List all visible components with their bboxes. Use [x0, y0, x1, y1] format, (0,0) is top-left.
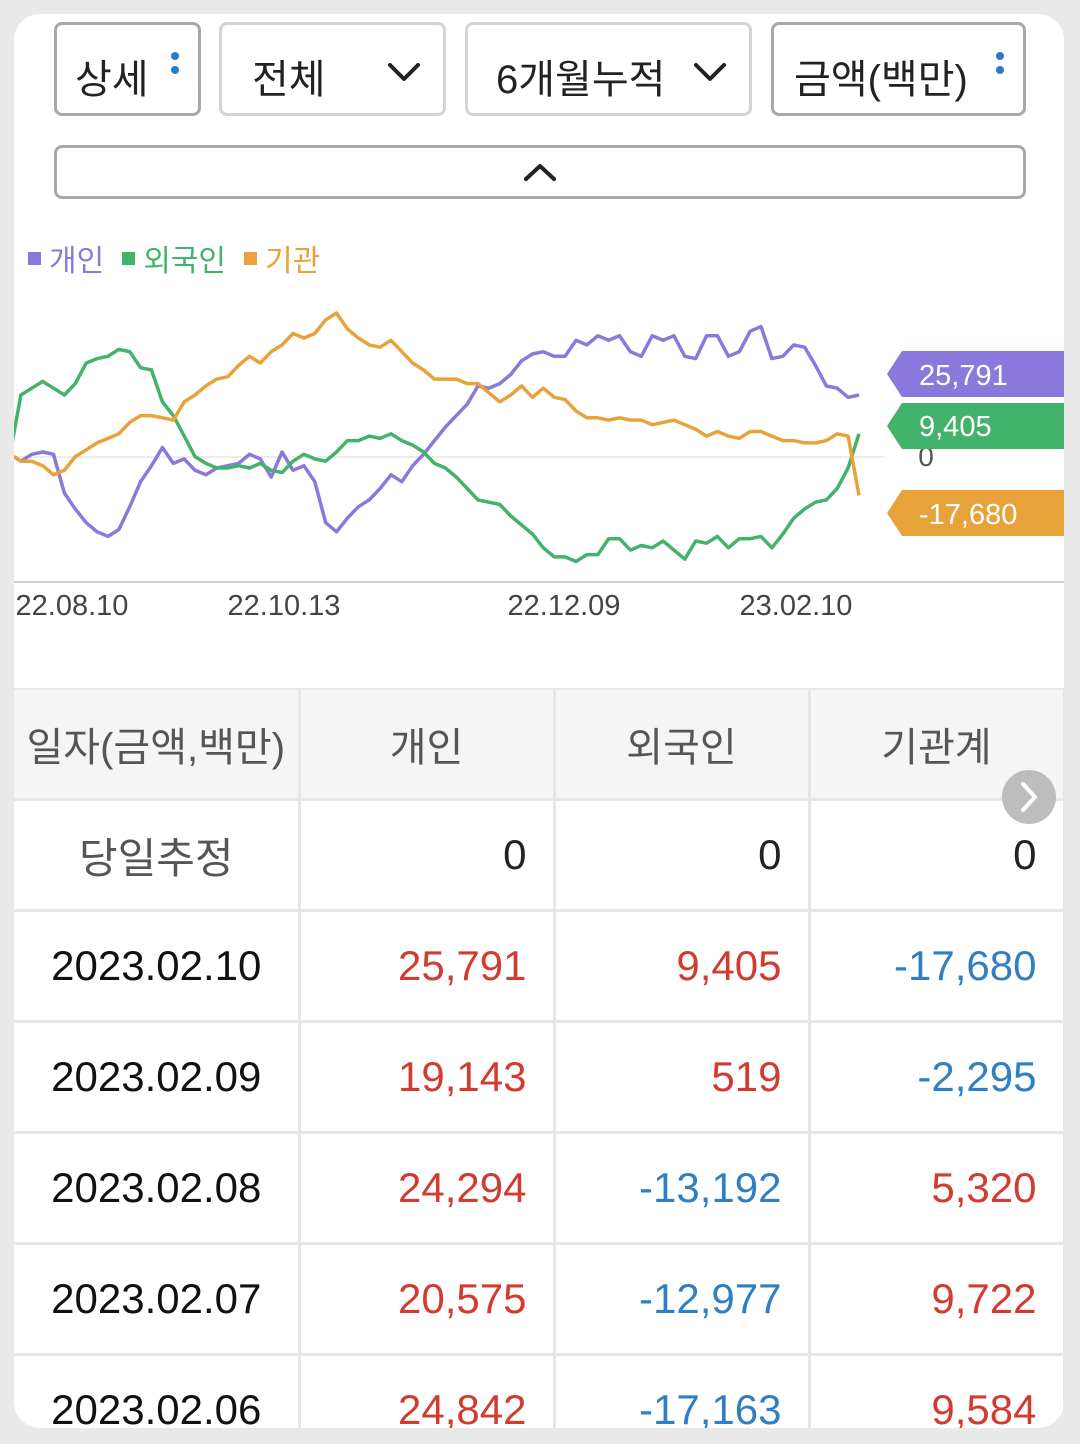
foreign-value-tag: 9,405 [887, 403, 1064, 449]
section-divider [14, 688, 1064, 690]
row-individual: 0 [299, 799, 556, 912]
period-select[interactable]: 6개월누적 [465, 22, 752, 116]
detail-label: 상세 [75, 58, 149, 102]
period-select-label: 6개월누적 [496, 58, 666, 102]
legend-item-institution: 기관 [244, 236, 320, 280]
row-foreign: 0 [554, 799, 811, 912]
collapse-button[interactable] [54, 145, 1026, 199]
x-tick-label: 22.10.13 [228, 590, 341, 622]
more-dots-icon [996, 46, 1004, 80]
scope-select-label: 전체 [252, 58, 326, 102]
x-tick-label: 22.08.10 [16, 590, 129, 622]
header-date: 일자(금액,백만) [14, 690, 301, 801]
row-individual: 24,294 [299, 1132, 556, 1245]
chevron-down-icon [694, 63, 726, 81]
more-dots-icon [171, 46, 179, 80]
unit-label: 금액(백만) [794, 58, 968, 102]
legend-swatch [28, 251, 41, 265]
header-individual: 개인 [299, 690, 556, 801]
chevron-up-icon [524, 164, 556, 181]
row-institution: -2,295 [809, 1021, 1064, 1134]
row-individual: 24,842 [299, 1354, 556, 1428]
legend-item-individual: 개인 [28, 236, 104, 280]
scroll-right-button[interactable] [1002, 770, 1056, 824]
legend-label: 개인 [49, 245, 105, 278]
legend-label: 기관 [265, 245, 321, 278]
row-foreign: -12,977 [554, 1243, 811, 1356]
institution-value-tag: -17,680 [887, 490, 1064, 536]
row-date: 2023.02.08 [14, 1132, 301, 1245]
chevron-right-icon [1021, 782, 1037, 812]
individual-last-value: 25,791 [919, 360, 1008, 392]
table-row: 2023.02.09 19,143 519 -2,295 [14, 1021, 1064, 1134]
investor-trend-card: 상세 전체 6개월누적 금액(백만) 개인 외국인 [14, 14, 1064, 1428]
investor-line-chart: 0 22.08.10 22.10.13 22.12.09 23.02.10 25… [14, 311, 1064, 622]
foreign-line [14, 347, 861, 564]
row-foreign: -17,163 [554, 1354, 811, 1428]
individual-value-tag: 25,791 [887, 351, 1064, 397]
table-row: 2023.02.07 20,575 -12,977 9,722 [14, 1243, 1064, 1356]
individual-line [14, 324, 860, 539]
foreign-last-value: 9,405 [919, 411, 992, 443]
legend-label: 외국인 [143, 245, 227, 278]
chart-legend: 개인 외국인 기관 [28, 236, 320, 280]
table-row: 2023.02.08 24,294 -13,192 5,320 [14, 1132, 1064, 1245]
row-foreign: 519 [554, 1021, 811, 1134]
unit-menu-button[interactable]: 금액(백만) [771, 22, 1026, 116]
row-institution: 5,320 [809, 1132, 1064, 1245]
row-individual: 19,143 [299, 1021, 556, 1134]
table-row: 당일추정 0 0 0 [14, 799, 1064, 912]
header-foreign: 외국인 [554, 690, 811, 801]
row-date: 2023.02.10 [14, 910, 301, 1023]
chevron-down-icon [388, 63, 420, 81]
detail-menu-button[interactable]: 상세 [54, 22, 201, 116]
institution-last-value: -17,680 [919, 499, 1017, 531]
legend-swatch [244, 251, 258, 265]
row-date: 당일추정 [14, 799, 301, 912]
scope-select[interactable]: 전체 [219, 22, 446, 116]
row-foreign: -13,192 [554, 1132, 811, 1245]
row-date: 2023.02.09 [14, 1021, 301, 1134]
x-tick-label: 23.02.10 [740, 590, 853, 622]
row-date: 2023.02.06 [14, 1354, 301, 1428]
table-row: 2023.02.10 25,791 9,405 -17,680 [14, 910, 1064, 1023]
row-institution: 9,722 [809, 1243, 1064, 1356]
row-individual: 20,575 [299, 1243, 556, 1356]
x-tick-label: 22.12.09 [508, 590, 621, 622]
investor-table: 일자(금액,백만) 개인 외국인 기관계 당일추정 0 0 0 2023.02.… [14, 690, 1064, 1428]
row-institution: -17,680 [809, 910, 1064, 1023]
row-individual: 25,791 [299, 910, 556, 1023]
legend-swatch [122, 251, 136, 265]
table-row: 2023.02.06 24,842 -17,163 9,584 [14, 1354, 1064, 1428]
row-date: 2023.02.07 [14, 1243, 301, 1356]
row-institution: 9,584 [809, 1354, 1064, 1428]
legend-item-foreign: 외국인 [122, 236, 226, 280]
row-institution: 0 [809, 799, 1064, 912]
institution-line [14, 311, 861, 496]
row-foreign: 9,405 [554, 910, 811, 1023]
table-header-row: 일자(금액,백만) 개인 외국인 기관계 [14, 690, 1064, 801]
